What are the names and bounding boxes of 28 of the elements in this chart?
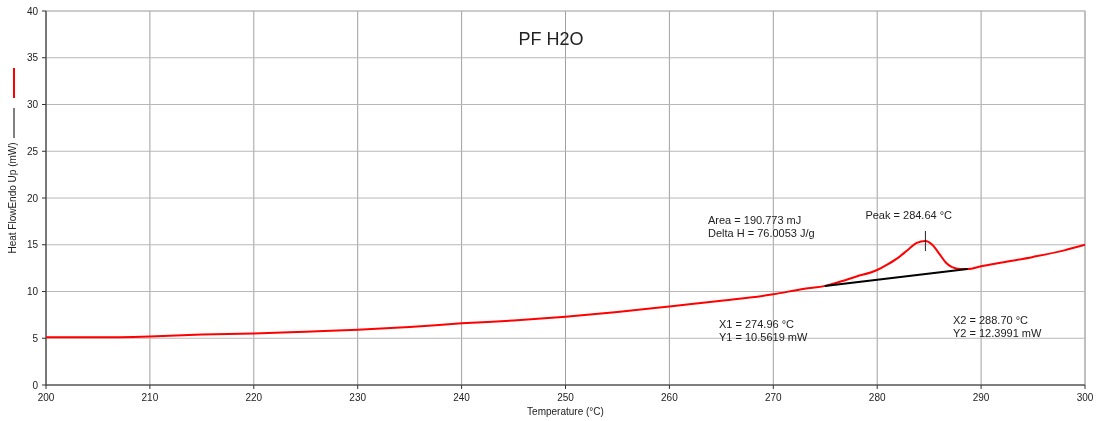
x-tick-label: 300 [1076, 392, 1094, 403]
y-tick-label: 10 [26, 286, 39, 297]
x-tick-label: 230 [349, 392, 367, 403]
y-tick-label: 0 [32, 379, 39, 391]
x-axis-title: Temperature (°C) [527, 406, 604, 417]
x-tick-label: 210 [141, 392, 159, 403]
y-tick-label: 35 [26, 52, 39, 64]
y-tick-label: 5 [32, 332, 39, 344]
y-tick-label: 15 [26, 239, 39, 251]
x-tick-label: 280 [868, 392, 886, 403]
text: PF H2O [518, 29, 584, 49]
y-tick-label: 40 [26, 5, 39, 17]
x-tick-label: 260 [661, 392, 679, 403]
x-tick-label: 270 [764, 392, 783, 403]
y-axis-title: Heat FlowEndo Up (mW) [7, 142, 18, 254]
annotation: X2 = 288.70 °C Y2 = 12.3991 mW [953, 314, 1042, 339]
x-tick-label: 200 [37, 392, 55, 403]
x-tick-label: 220 [245, 392, 263, 403]
y-tick-label: 25 [26, 145, 39, 157]
y-tick-label: 30 [26, 99, 39, 110]
x-tick-label: 250 [557, 392, 575, 403]
annotation: Peak = 284.64 °C [865, 209, 953, 222]
y-tick-label: 20 [26, 192, 39, 204]
x-tick-label: 240 [453, 392, 471, 403]
annotation: Area = 190.773 mJ Delta H = 76.0053 J/g [708, 214, 815, 239]
line-series [45, 240, 1086, 339]
x-tick-label: 290 [972, 392, 990, 403]
annotation: X1 = 274.96 °C Y1 = 10.5619 mW [719, 318, 808, 343]
